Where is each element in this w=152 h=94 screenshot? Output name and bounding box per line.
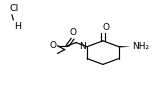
Text: O: O bbox=[69, 28, 76, 37]
Polygon shape bbox=[119, 46, 131, 48]
Text: O: O bbox=[50, 41, 57, 50]
Text: Cl: Cl bbox=[9, 4, 18, 13]
Text: O: O bbox=[103, 23, 110, 32]
Text: H: H bbox=[14, 22, 21, 31]
Text: N: N bbox=[79, 42, 86, 51]
Text: NH₂: NH₂ bbox=[132, 42, 149, 51]
